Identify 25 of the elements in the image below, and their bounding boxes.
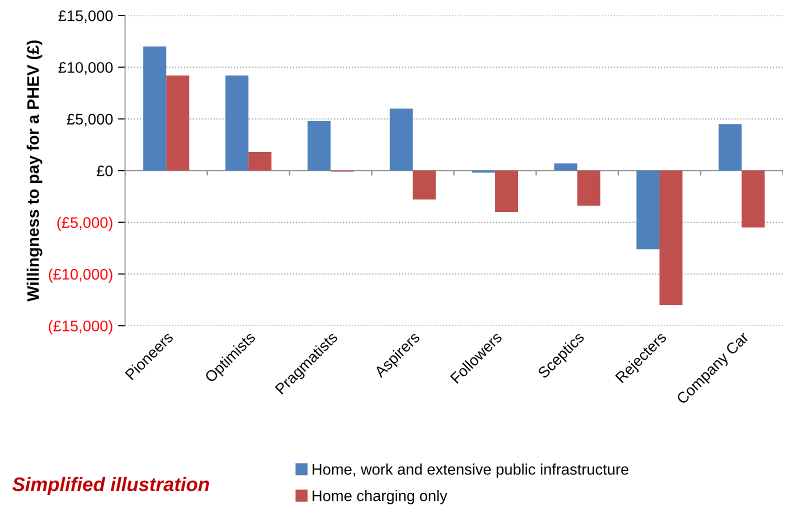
y-tick-label: £0: [96, 165, 113, 176]
bar: [308, 120, 331, 171]
y-axis-title: Willingness to pay for a PHEV (£): [26, 40, 42, 302]
bar: [577, 170, 600, 206]
bar: [225, 75, 248, 171]
bar: [495, 170, 518, 212]
y-tick-label: £10,000: [58, 62, 113, 75]
bar: [659, 170, 682, 306]
bar: [636, 170, 660, 250]
legend-label: Home charging only: [312, 490, 448, 504]
bar: [718, 124, 742, 171]
bar: [248, 152, 272, 171]
y-tick-label: £15,000: [58, 10, 113, 23]
bar: [742, 170, 765, 228]
y-tick-label: £5,000: [66, 114, 113, 126]
bar: [554, 163, 578, 171]
bar: [390, 108, 413, 171]
legend-label: Home, work and extensive public infrastructure: [312, 464, 628, 478]
y-tick-label: (£15,000): [48, 320, 112, 334]
y-tick-label: (£10,000): [48, 268, 112, 283]
text: Simplified illustration: [12, 476, 209, 496]
bar: [166, 75, 190, 171]
y-tick-label: (£5,000): [57, 216, 112, 232]
bar: [412, 170, 436, 200]
bar: [143, 46, 166, 171]
